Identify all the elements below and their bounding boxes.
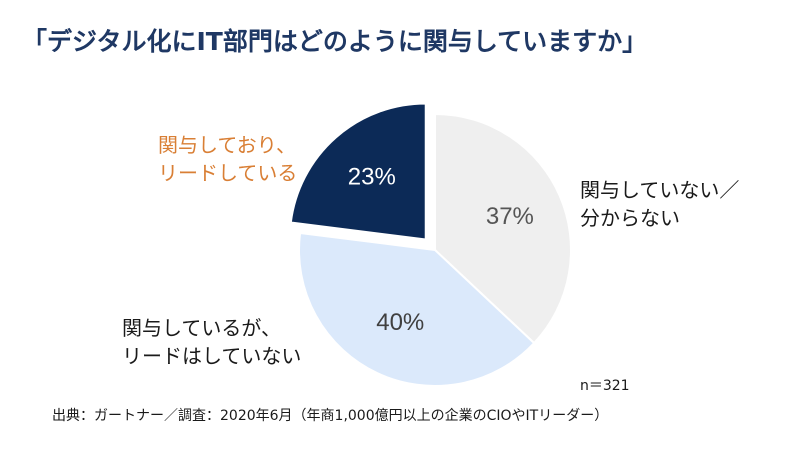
chart-title: 「デジタル化にIT部門はどのように関与していますか」	[22, 27, 648, 56]
slice-label-involved-leading-line-2: リードしている	[158, 161, 298, 185]
slice-label-involved-not-leading: 関与しているが、 リードはしていない	[122, 314, 301, 370]
slice-label-not-involved-line-1: 関与していない／	[580, 178, 740, 202]
pie-slice-involved-leading	[289, 102, 427, 241]
slice-label-involved-not-leading-line-2: リードはしていない	[122, 344, 302, 368]
slice-label-involved-leading: 関与しており、 リードしている	[158, 131, 297, 187]
pie-slice-involved-not-leading	[298, 231, 536, 387]
slice-label-not-involved-line-2: 分からない	[580, 206, 680, 230]
pie-slice-not-involved	[434, 112, 572, 345]
slice-label-involved-leading-line-1: 関与しており、	[158, 133, 296, 157]
sample-size-label: n＝321	[580, 378, 630, 394]
pie-slice-value-involved-not-leading: 40%	[376, 309, 424, 336]
slice-label-not-involved: 関与していない／ 分からない	[580, 176, 739, 232]
pie-slice-value-involved-leading: 23%	[348, 164, 396, 191]
slice-label-involved-not-leading-line-1: 関与しているが、	[122, 316, 281, 340]
pie-slice-value-not-involved: 37%	[486, 203, 534, 230]
source-note: 出典：ガートナー／調査：2020年6月（年商1,000億円以上の企業のCIOやI…	[52, 408, 609, 424]
